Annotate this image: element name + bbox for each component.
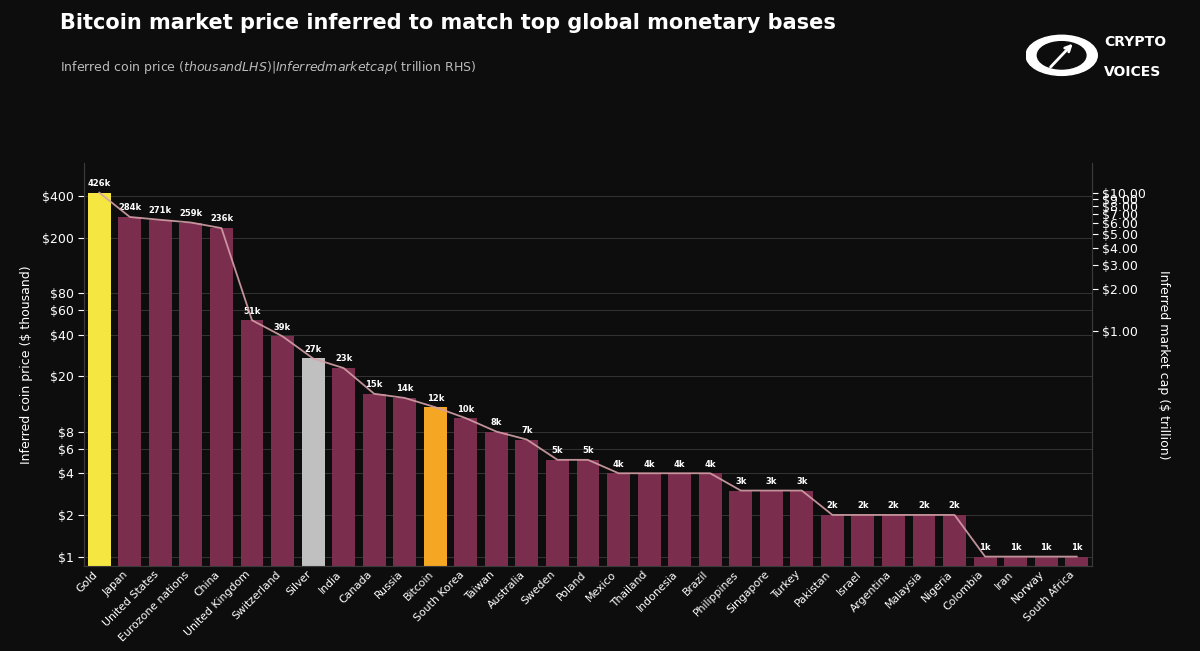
Text: 8k: 8k [491,418,502,427]
Bar [1066,557,1088,651]
Text: 12k: 12k [426,394,444,402]
Circle shape [1037,42,1086,69]
Bar [1004,557,1027,651]
Bar [668,473,691,651]
Text: 7k: 7k [521,426,533,435]
Bar [791,491,814,651]
Bar [88,193,110,651]
Bar [546,460,569,651]
Text: 4k: 4k [674,460,685,469]
Bar [698,473,721,651]
Bar [119,217,142,651]
Text: VOICES: VOICES [1104,64,1162,79]
Text: 39k: 39k [274,323,292,332]
Bar [607,473,630,651]
Text: 426k: 426k [88,179,110,188]
Text: 1k: 1k [979,543,991,552]
Bar [180,223,203,651]
Bar [973,557,996,651]
Bar [1034,557,1057,651]
Bar [821,515,844,651]
Text: 4k: 4k [613,460,624,469]
Bar [516,439,539,651]
Bar [485,432,508,651]
Bar [730,491,752,651]
Text: 23k: 23k [335,354,353,363]
Text: 1k: 1k [1010,543,1021,552]
Text: 2k: 2k [827,501,838,510]
Y-axis label: Inferred coin price ($ thousand): Inferred coin price ($ thousand) [20,265,34,464]
Text: 284k: 284k [119,203,142,212]
Text: Bitcoin market price inferred to match top global monetary bases: Bitcoin market price inferred to match t… [60,13,836,33]
Bar [943,515,966,651]
Text: 27k: 27k [305,345,322,354]
Text: 2k: 2k [888,501,899,510]
Bar [332,368,355,651]
Bar [576,460,600,651]
Text: 2k: 2k [918,501,930,510]
Text: 15k: 15k [366,380,383,389]
Text: 51k: 51k [244,307,260,316]
Text: 4k: 4k [704,460,716,469]
Bar [240,320,264,651]
Text: 2k: 2k [857,501,869,510]
Bar [760,491,782,651]
Text: 3k: 3k [736,477,746,486]
Text: 3k: 3k [766,477,776,486]
Text: CRYPTO: CRYPTO [1104,35,1166,49]
Text: 1k: 1k [1040,543,1052,552]
Text: 236k: 236k [210,214,233,223]
Bar [271,337,294,651]
Text: 4k: 4k [643,460,655,469]
Bar [394,398,416,651]
Text: 2k: 2k [949,501,960,510]
Bar [149,220,172,651]
Bar [362,394,385,651]
Text: 271k: 271k [149,206,172,215]
Bar [852,515,875,651]
Bar [210,228,233,651]
Text: 1k: 1k [1070,543,1082,552]
Bar [637,473,660,651]
Text: 10k: 10k [457,404,474,413]
Bar [912,515,936,651]
Text: 14k: 14k [396,384,414,393]
Bar [455,418,478,651]
Text: 5k: 5k [582,446,594,455]
Bar [424,408,446,651]
Circle shape [1026,35,1097,76]
Text: 5k: 5k [552,446,563,455]
Bar [301,359,324,651]
Y-axis label: Inferred market cap ($ trillion): Inferred market cap ($ trillion) [1158,270,1170,460]
Text: 3k: 3k [796,477,808,486]
Text: Inferred coin price ($ thousand LHS) | Inferred market cap ($ trillion RHS): Inferred coin price ($ thousand LHS) | I… [60,59,476,76]
Text: 259k: 259k [179,209,203,218]
Bar [882,515,905,651]
